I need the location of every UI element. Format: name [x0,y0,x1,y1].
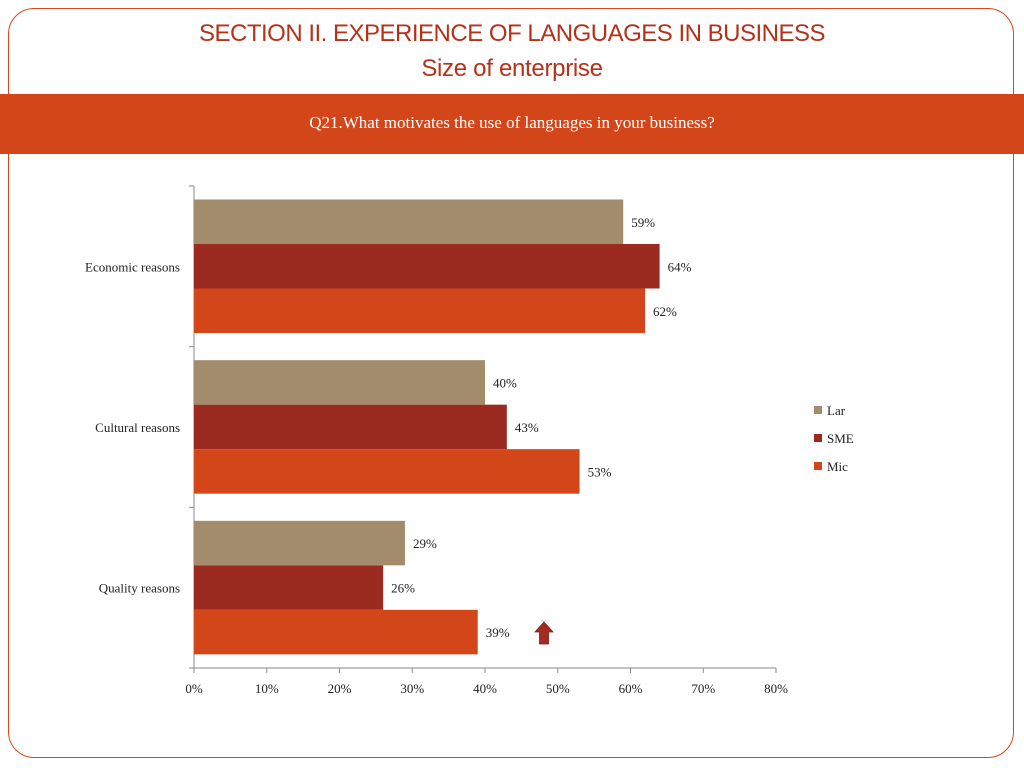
question-text: Q21.What motivates the use of languages … [309,113,715,132]
data-label: 62% [653,304,677,319]
legend-swatch-mic [814,462,822,470]
bar-lar [194,360,485,405]
up-arrow-icon [534,621,554,645]
legend-label-mic: Mic [827,459,848,474]
data-label: 53% [588,464,612,479]
x-tick-label: 50% [546,681,570,696]
bar-sme [194,565,384,610]
x-tick-label: 10% [255,681,279,696]
category-label: Economic reasons [85,259,180,274]
x-tick-label: 40% [473,681,497,696]
data-label: 26% [391,581,415,596]
category-label: Cultural reasons [95,420,180,435]
bar-sme [194,404,507,450]
legend-label-sme: SME [827,431,854,446]
x-tick-label: 80% [764,681,788,696]
bar-sme [194,244,660,289]
slide-frame [8,8,1014,758]
bar-mic [194,449,580,494]
bar-lar [194,520,405,566]
legend-swatch-sme [814,434,822,442]
data-label: 59% [631,215,655,230]
legend-label-lar: Lar [827,403,846,418]
x-tick-label: 60% [619,681,643,696]
slide-title: SECTION II. EXPERIENCE OF LANGUAGES IN B… [199,20,825,47]
x-tick-label: 0% [185,681,203,696]
data-label: 43% [515,420,539,435]
x-tick-label: 70% [691,681,715,696]
data-label: 40% [493,375,517,390]
data-label: 39% [486,625,510,640]
x-tick-label: 20% [328,681,352,696]
bar-mic [194,288,646,333]
slide-subtitle: Size of enterprise [421,55,603,82]
legend-swatch-lar [814,406,822,414]
bar-lar [194,199,624,244]
data-label: 64% [668,259,692,274]
question-banner: Q21.What motivates the use of languages … [0,94,1024,154]
x-tick-label: 30% [400,681,424,696]
data-label: 29% [413,536,437,551]
category-label: Quality reasons [99,581,180,596]
bar-mic [194,609,478,655]
